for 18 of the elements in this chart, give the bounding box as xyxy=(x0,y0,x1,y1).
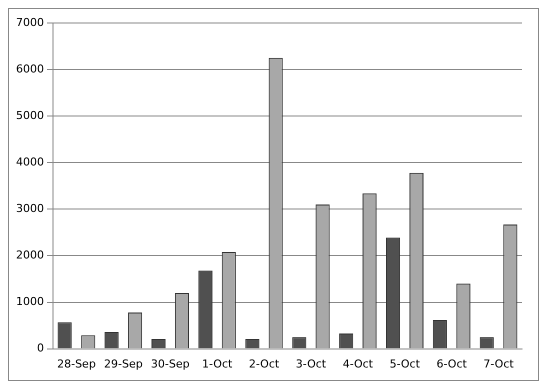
y-tick-label: 5000 xyxy=(16,108,44,122)
x-tick-label: 3-Oct xyxy=(296,357,327,370)
y-tick-label: 0 xyxy=(36,342,44,355)
x-tick-label: 5-Oct xyxy=(390,357,421,370)
y-tick-label: 3000 xyxy=(16,202,44,216)
x-tick-label: 30-Sep xyxy=(150,357,190,370)
y-tick-label: 6000 xyxy=(16,62,44,76)
y-tick-label: 1000 xyxy=(16,295,44,308)
y-tick-label: 2000 xyxy=(16,248,44,262)
y-tick-label: 4000 xyxy=(16,155,44,168)
x-tick-label: 2-Oct xyxy=(248,357,280,370)
x-tick-label: 28-Sep xyxy=(57,357,96,370)
x-tick-label: 29-Sep xyxy=(104,357,143,370)
x-tick-label: 7-Oct xyxy=(483,357,514,370)
x-tick-label: 4-Oct xyxy=(342,357,374,370)
x-tick-label: 1-Oct xyxy=(202,357,233,370)
x-tick-label: 6-Oct xyxy=(436,357,468,370)
y-tick-label: 7000 xyxy=(16,16,44,29)
